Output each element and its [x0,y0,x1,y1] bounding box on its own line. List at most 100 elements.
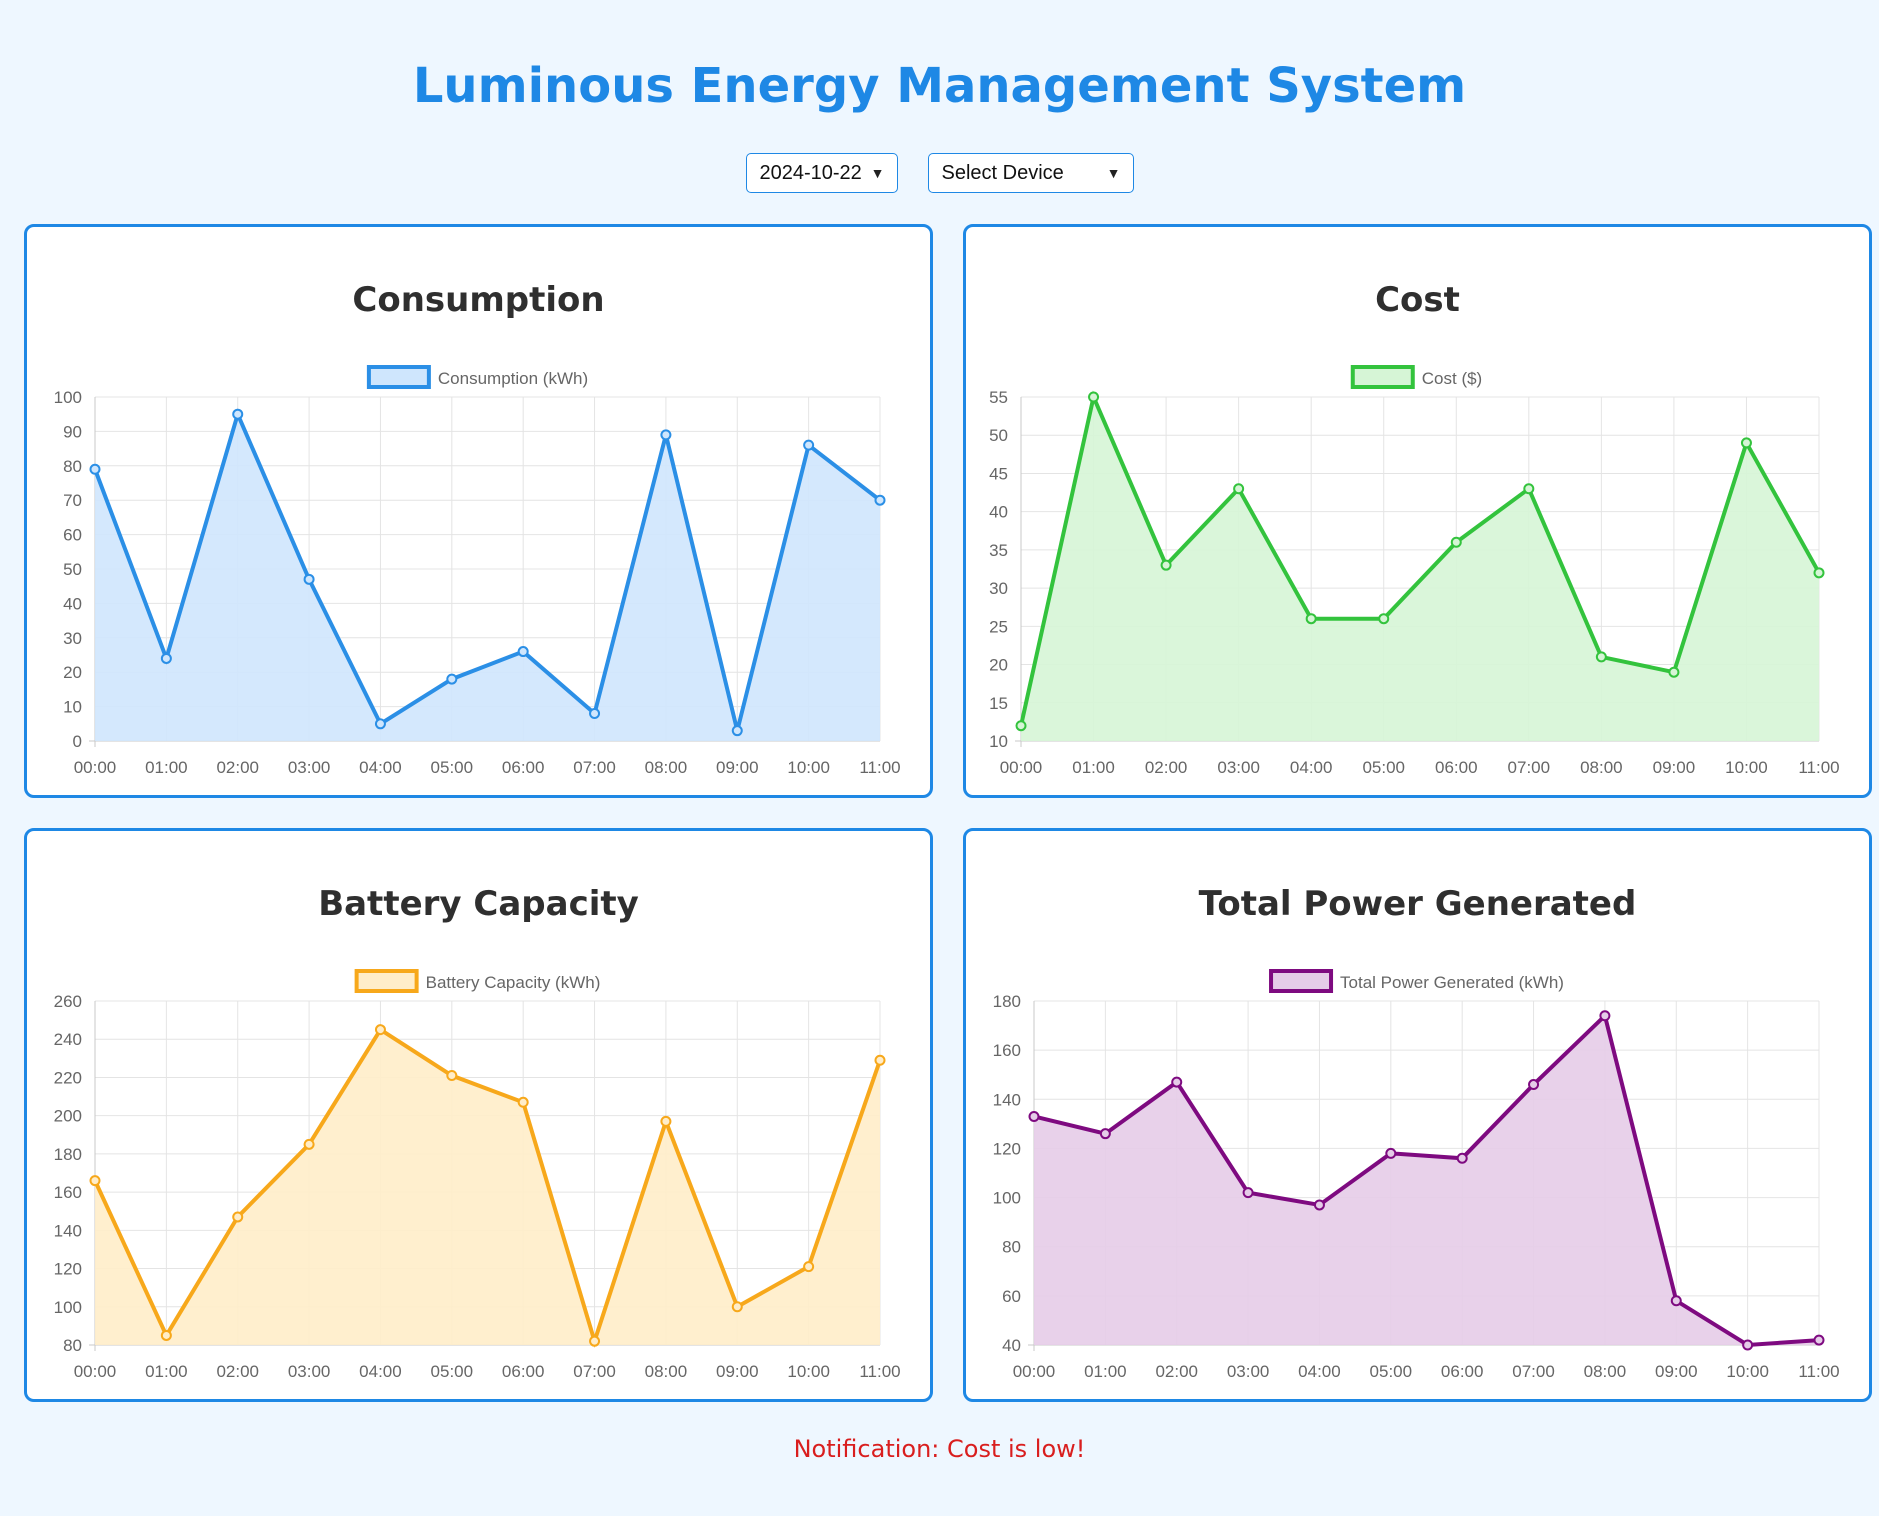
y-tick-label: 10 [63,698,82,717]
consumption-data-point[interactable] [660,429,672,441]
total-power-generated-series-line [1033,1011,1820,1348]
battery-capacity-data-point[interactable] [517,1096,529,1108]
y-tick-label: 60 [63,526,82,545]
battery-capacity-data-point[interactable] [303,1138,315,1150]
total-power-generated-data-point[interactable] [1171,1076,1183,1088]
cost-data-point[interactable] [1305,613,1317,625]
total-power-generated-legend[interactable]: Total Power Generated (kWh) [1269,969,1564,993]
cost-data-point[interactable] [1378,613,1390,625]
battery-capacity-data-point[interactable] [589,1335,601,1347]
x-tick-label: 10:00 [787,758,830,777]
consumption-data-point[interactable] [303,573,315,585]
cost-data-point[interactable] [1450,536,1462,548]
y-tick-label: 100 [54,1298,82,1317]
x-tick-label: 07:00 [573,1362,616,1381]
total-power-generated-data-point[interactable] [1528,1079,1540,1091]
x-tick-label: 00:00 [1013,1362,1056,1381]
x-tick-label: 04:00 [359,758,402,777]
battery-capacity-data-point[interactable] [660,1115,672,1127]
x-tick-label: 08:00 [645,1362,688,1381]
x-tick-label: 09:00 [716,758,759,777]
cost-data-point[interactable] [1740,437,1752,449]
battery-capacity-data-point[interactable] [874,1054,886,1066]
consumption-chart: Consumption Consumption (kWh) 0 10 20 30 40 50 6… [54,280,901,777]
x-tick-label: 02:00 [216,758,259,777]
battery-capacity-data-point[interactable] [89,1175,101,1187]
x-tick-label: 08:00 [1580,758,1623,777]
y-tick-label: 140 [993,1090,1021,1109]
x-tick-label: 09:00 [716,1362,759,1381]
y-tick-label: 220 [54,1068,82,1087]
y-tick-label: 160 [993,1041,1021,1060]
cost-data-point[interactable] [1523,483,1535,495]
cost-data-point[interactable] [1233,483,1245,495]
date-select[interactable]: 2024-10-22 ▼ [745,153,898,193]
consumption-legend-label: Consumption (kWh) [438,369,588,388]
filter-controls: 2024-10-22 ▼ Select Device ▼ [0,153,1879,193]
y-tick-label: 30 [989,579,1008,598]
consumption-data-point[interactable] [446,673,458,685]
cost-data-point[interactable] [1595,651,1607,663]
cost-data-point[interactable] [1813,567,1825,579]
y-tick-label: 100 [54,388,82,407]
x-tick-label: 09:00 [1655,1362,1698,1381]
cost-chart: Cost Cost ($) 10 15 20 25 30 35 40 45 50 55 00:00 01:… [989,280,1840,777]
total-power-generated-data-point[interactable] [1670,1295,1682,1307]
x-tick-label: 04:00 [1298,1362,1341,1381]
total-power-generated-data-point[interactable] [1599,1010,1611,1022]
total-power-generated-data-point[interactable] [1313,1199,1325,1211]
consumption-data-point[interactable] [803,439,815,451]
consumption-data-point[interactable] [874,494,886,506]
cost-data-point[interactable] [1088,391,1100,403]
notification-message: Notification: Cost is low! [793,1435,1086,1463]
y-tick-label: 40 [989,503,1008,522]
y-tick-label: 120 [54,1260,82,1279]
battery-capacity-data-point[interactable] [803,1261,815,1273]
y-tick-label: 40 [63,594,82,613]
total-power-generated-data-point[interactable] [1028,1110,1040,1122]
date-select-value: 2024-10-22 [759,161,862,184]
battery-capacity-data-point[interactable] [160,1329,172,1341]
total-power-generated-data-point[interactable] [1099,1128,1111,1140]
total-power-generated-data-point[interactable] [1242,1187,1254,1199]
x-tick-label: 01:00 [1084,1362,1127,1381]
consumption-data-point[interactable] [517,646,529,658]
battery-capacity-legend-swatch [354,969,419,993]
consumption-legend[interactable]: Consumption (kWh) [366,365,588,389]
y-tick-label: 10 [989,732,1008,751]
cost-data-point[interactable] [1160,559,1172,571]
x-tick-label: 06:00 [1435,758,1478,777]
battery-capacity-area [95,1029,880,1345]
total-power-generated-legend-label: Total Power Generated (kWh) [1340,973,1564,992]
total-power-generated-data-point[interactable] [1456,1152,1468,1164]
total-power-generated-legend-swatch [1269,969,1334,993]
x-tick-label: 01:00 [145,1362,188,1381]
consumption-data-point[interactable] [232,408,244,420]
total-power-generated-data-point[interactable] [1742,1339,1754,1351]
device-select[interactable]: Select Device ▼ [927,153,1134,193]
y-tick-label: 90 [63,422,82,441]
cost-legend[interactable]: Cost ($) [1350,365,1482,389]
consumption-data-point[interactable] [374,718,386,730]
cost-data-point[interactable] [1668,666,1680,678]
x-tick-label: 11:00 [1798,1362,1839,1381]
battery-capacity-data-point[interactable] [731,1301,743,1313]
battery-capacity-legend-label: Battery Capacity (kWh) [426,973,601,992]
consumption-data-point[interactable] [160,652,172,664]
x-tick-label: 00:00 [74,758,117,777]
x-tick-label: 07:00 [1508,758,1551,777]
battery-capacity-legend[interactable]: Battery Capacity (kWh) [354,969,601,993]
device-select-value: Select Device [941,161,1064,184]
consumption-data-point[interactable] [731,725,743,737]
total-power-generated-data-point[interactable] [1813,1334,1825,1346]
consumption-data-point[interactable] [589,707,601,719]
battery-capacity-data-point[interactable] [232,1211,244,1223]
total-power-generated-chart-panel: Total Power Generated Total Power Generat… [963,828,1872,1402]
y-tick-label: 100 [993,1189,1021,1208]
battery-capacity-data-point[interactable] [374,1024,386,1036]
x-tick-label: 05:00 [1370,1362,1413,1381]
consumption-data-point[interactable] [89,463,101,475]
total-power-generated-data-point[interactable] [1385,1147,1397,1159]
cost-data-point[interactable] [1015,720,1027,732]
battery-capacity-data-point[interactable] [446,1070,458,1082]
